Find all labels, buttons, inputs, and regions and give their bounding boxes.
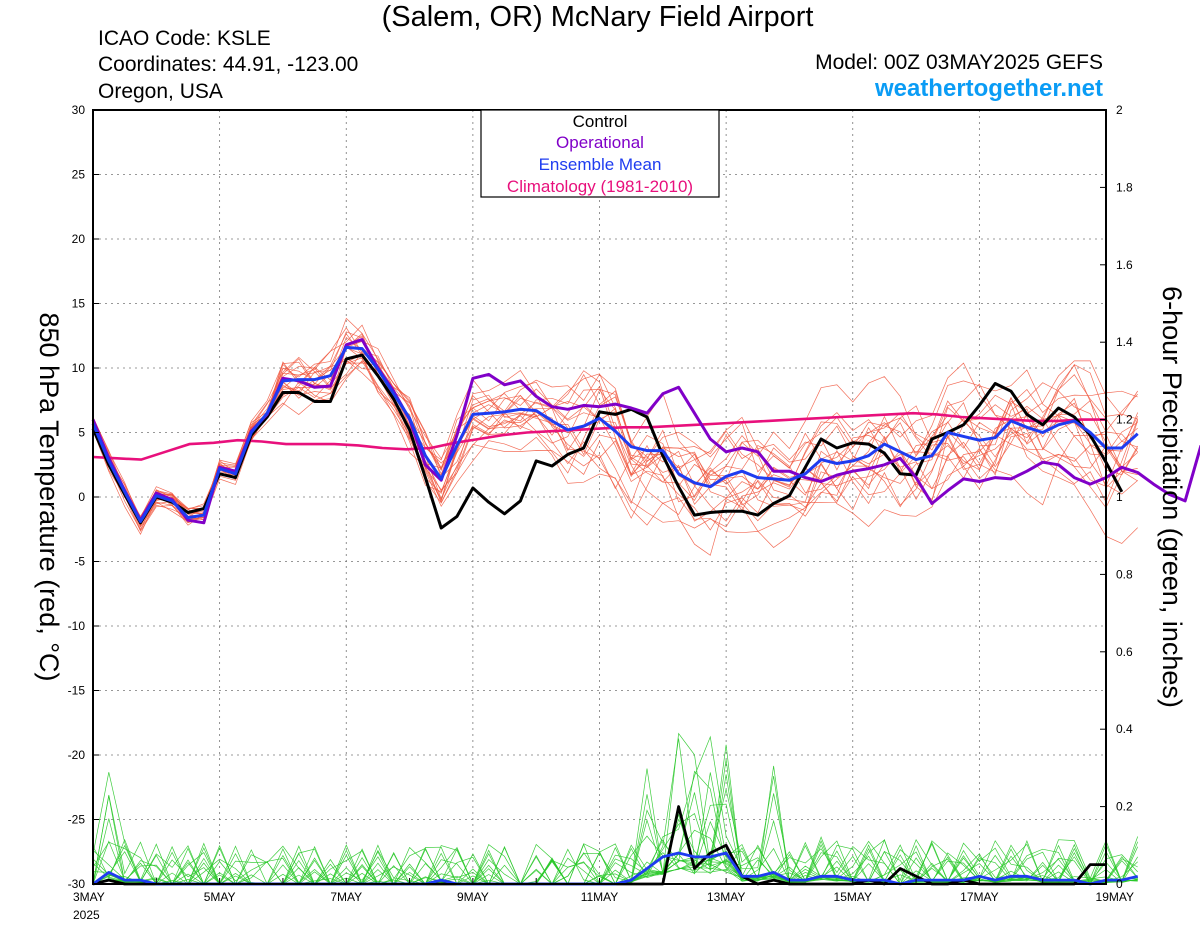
y-right-tick-label: 1.4 xyxy=(1116,335,1133,349)
legend-operational: Operational xyxy=(556,133,644,152)
ensemble-temperature-line xyxy=(92,360,1138,517)
legend-box xyxy=(480,109,720,198)
y-left-tick-label: -15 xyxy=(68,684,86,698)
y-left-tick-label: -20 xyxy=(68,748,86,762)
temp-line-ensemble-mean xyxy=(91,345,1139,523)
x-tick-label: 13MAY xyxy=(707,890,745,904)
x-tick-label: 7MAY xyxy=(330,890,362,904)
x-tick-label: 17MAY xyxy=(960,890,998,904)
ensemble-precipitation-line xyxy=(92,808,1138,885)
y-left-tick-label: 20 xyxy=(72,232,86,246)
x-year-label: 2025 xyxy=(73,908,100,922)
legend: Control Operational Ensemble Mean Climat… xyxy=(480,109,720,198)
chart-title: (Salem, OR) McNary Field Airport xyxy=(381,1,814,33)
y-right-tick-label: 0.4 xyxy=(1116,722,1133,736)
ensemble-temperature-line xyxy=(92,353,1138,544)
grid-lines xyxy=(93,110,1106,884)
y-left-tick-label: -5 xyxy=(74,555,85,569)
y-left-tick-label: 10 xyxy=(72,361,86,375)
y-axis-right-label: 6-hour Precipitation (green, inches) xyxy=(1157,286,1187,708)
ensemble-precipitation-line xyxy=(92,794,1138,885)
x-tick-label: 9MAY xyxy=(457,890,489,904)
y-right-tick-label: 0.2 xyxy=(1116,800,1133,814)
y-right-tick-label: 0.6 xyxy=(1116,645,1133,659)
ensemble-precipitation-line xyxy=(92,768,1138,885)
ensemble-precipitation-line xyxy=(92,772,1138,885)
y-right-tick-label: 1.2 xyxy=(1116,413,1133,427)
model-run: Model: 00Z 03MAY2025 GEFS xyxy=(815,51,1103,74)
ensemble-precipitation-line xyxy=(92,772,1138,885)
ensemble-precipitation-line xyxy=(92,765,1138,885)
x-tick-label: 5MAY xyxy=(204,890,236,904)
x-tick-label: 11MAY xyxy=(581,890,619,904)
x-tick-label: 19MAY xyxy=(1096,890,1134,904)
axes: 302520151050-5-10-15-20-25-3021.81.61.41… xyxy=(68,103,1134,922)
y-left-tick-label: 30 xyxy=(72,103,86,117)
ensemble-precipitation-line xyxy=(92,813,1138,885)
y-right-tick-label: 0 xyxy=(1116,877,1123,891)
y-left-tick-label: -25 xyxy=(68,813,86,827)
ensemble-temperature-line xyxy=(92,327,1139,531)
y-right-tick-label: 1.6 xyxy=(1116,258,1133,272)
coordinates: Coordinates: 44.91, -123.00 xyxy=(98,53,359,76)
series-lines xyxy=(91,338,1200,886)
y-left-tick-label: 5 xyxy=(78,426,85,440)
y-left-tick-label: 0 xyxy=(78,490,85,504)
y-right-tick-label: 0.8 xyxy=(1116,567,1133,581)
ensemble-temperature-line xyxy=(92,351,1138,524)
ensemble-temperature-line xyxy=(92,359,1138,529)
x-tick-label: 3MAY xyxy=(73,890,105,904)
ensemble-precipitation-members xyxy=(92,732,1139,885)
ensemble-precipitation-line xyxy=(92,732,1138,885)
x-tick-label: 15MAY xyxy=(834,890,872,904)
website-link[interactable]: weathertogether.net xyxy=(874,75,1103,102)
y-left-tick-label: 25 xyxy=(72,168,86,182)
y-left-tick-label: -10 xyxy=(68,619,86,633)
icao-code: ICAO Code: KSLE xyxy=(98,27,271,50)
ensemble-precipitation-line xyxy=(92,774,1138,885)
legend-control: Control xyxy=(573,112,628,131)
region: Oregon, USA xyxy=(98,80,223,103)
y-right-tick-label: 2 xyxy=(1116,103,1123,117)
y-right-tick-label: 1 xyxy=(1116,490,1123,504)
legend-ensemble-mean: Ensemble Mean xyxy=(539,155,662,174)
legend-climatology: Climatology (1981-2010) xyxy=(507,177,693,196)
temp-line-control xyxy=(91,353,1124,530)
ensemble-precipitation-line xyxy=(92,770,1139,885)
y-left-tick-label: -30 xyxy=(68,877,86,891)
y-right-tick-label: 1.8 xyxy=(1116,180,1133,194)
temp-line-climatology xyxy=(92,411,1106,461)
y-axis-left-label: 850 hPa Temperature (red, °C) xyxy=(34,313,64,682)
y-left-tick-label: 15 xyxy=(72,297,86,311)
